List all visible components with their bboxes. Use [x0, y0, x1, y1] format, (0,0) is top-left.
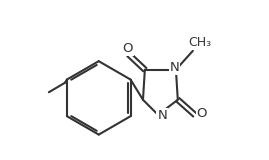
Text: O: O	[197, 107, 207, 120]
Text: N: N	[157, 109, 167, 122]
Text: CH₃: CH₃	[188, 36, 211, 49]
Text: N: N	[169, 61, 179, 74]
Text: O: O	[123, 42, 133, 56]
